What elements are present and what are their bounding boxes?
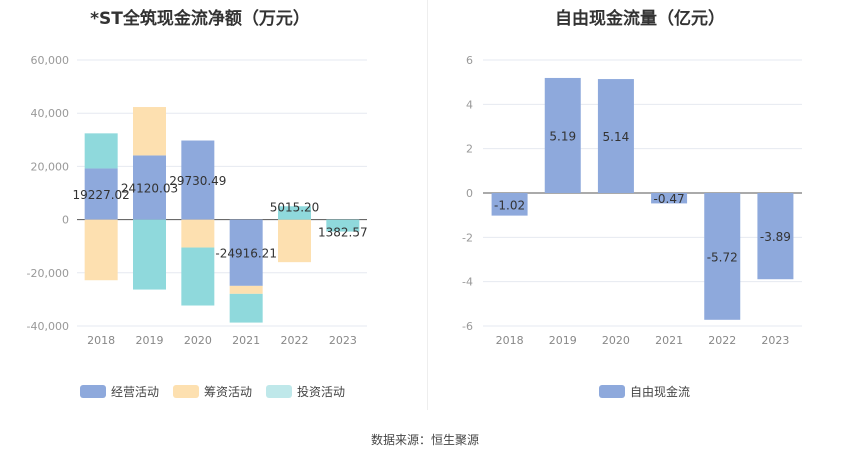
right-chart-title: 自由现金流量（亿元） [555,9,725,29]
bar-operating [181,140,215,220]
y-tick-label: -20,000 [27,267,69,280]
y-tick-label: -40,000 [27,320,69,333]
y-tick-label: 6 [466,54,473,67]
legend-operating-swatch [80,385,106,398]
legend-financing[interactable]: 筹资活动 [173,383,252,400]
bar-investing [133,219,166,290]
y-tick-label: 60,000 [31,54,70,67]
bar-investing [326,219,360,232]
data-label: -5.72 [707,250,738,264]
bar-operating [229,219,263,286]
y-tick-label: -4 [462,276,473,289]
legend-fcf-swatch [599,385,625,398]
x-tick-label: 2019 [136,334,164,347]
x-tick-label: 2021 [655,334,683,347]
legend-investing[interactable]: 投资活动 [266,383,345,400]
x-tick-label: 2018 [87,334,115,347]
bar-fcf [597,79,634,193]
bar-financing [133,107,166,156]
legend-financing-swatch [173,385,200,398]
data-label: -3.89 [760,230,791,244]
data-label: -0.47 [654,192,685,206]
bar-fcf [491,193,528,216]
y-tick-label: 20,000 [31,160,70,173]
bar-fcf [704,193,741,320]
data-label: -1.02 [494,198,525,212]
bar-financing [84,219,118,281]
x-tick-label: 2022 [281,334,309,347]
bar-investing [84,133,118,169]
y-tick-label: 0 [466,187,473,200]
y-tick-label: 0 [62,214,69,227]
legend-fcf-label: 自由现金流 [630,385,691,399]
y-tick-label: 4 [466,98,473,111]
x-tick-label: 2018 [496,334,524,347]
data-label: -24916.21 [215,247,277,261]
data-label: 19227.02 [73,188,130,202]
x-tick-label: 2023 [761,334,789,347]
bar-investing [229,293,263,323]
bar-financing [229,285,263,294]
x-tick-label: 2020 [184,334,212,347]
legend-investing-swatch [266,385,293,398]
right-legend: 自由现金流 [599,383,704,400]
panel-divider [427,0,428,410]
x-tick-label: 2023 [329,334,357,347]
bar-investing [181,247,215,306]
legend-investing-label: 投资活动 [297,385,346,399]
bar-financing [278,219,311,263]
legend-operating-label: 经营活动 [111,385,160,399]
data-source-footer: 数据来源：恒生聚源 [370,433,479,447]
y-tick-label: -2 [462,231,473,244]
legend-operating[interactable]: 经营活动 [80,383,159,400]
bar-investing [278,206,311,220]
left-legend: 经营活动 筹资活动 投资活动 [80,383,359,400]
left-cashflow-chart: -40,000 -20,000 0 20,000 40,000 60,000 2018 192… [27,54,368,347]
x-tick-label: 2022 [708,334,736,347]
y-tick-label: 40,000 [31,107,70,120]
data-label: 5.19 [549,129,576,143]
x-tick-label: 2021 [232,334,260,347]
bar-operating [133,155,166,220]
bar-fcf [544,77,581,193]
data-label: 5015.20 [270,200,320,214]
bar-operating [84,168,118,220]
bar-fcf [651,193,688,204]
right-fcf-chart: -6 -4 -2 0 2 4 6 2018 -1.02 2019 5.19 2020 5.14 2021 -… [462,54,802,347]
data-label: 5.14 [603,130,630,144]
data-label: 29730.49 [169,174,226,188]
left-chart-title: *ST全筑现金流净额（万元） [90,9,310,29]
legend-financing-label: 筹资活动 [204,385,253,399]
x-tick-label: 2020 [602,334,630,347]
x-tick-label: 2019 [549,334,577,347]
data-label: 1382.57 [318,226,368,240]
data-label: 24120.03 [121,182,178,196]
bar-fcf [757,193,794,280]
bar-financing [181,219,215,248]
y-tick-label: -6 [462,320,473,333]
legend-fcf[interactable]: 自由现金流 [599,383,690,400]
y-tick-label: 2 [466,143,473,156]
